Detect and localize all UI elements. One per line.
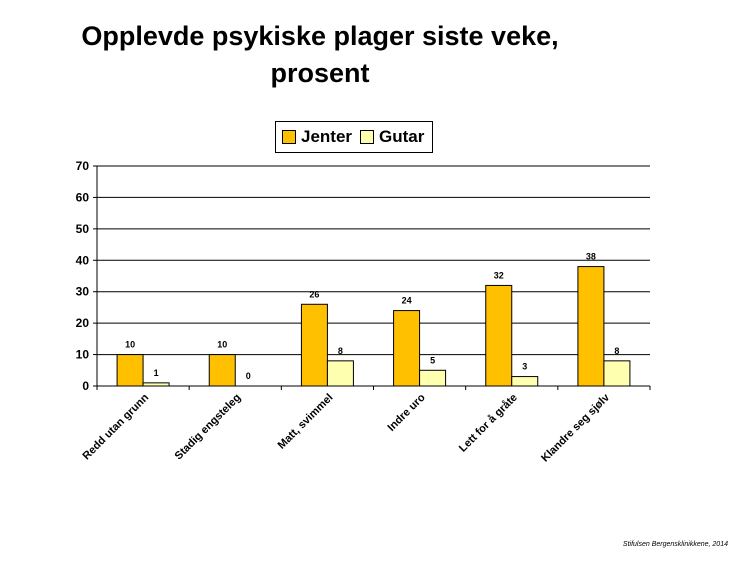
bar-gutar (419, 369, 447, 387)
y-tick-label: 70 (76, 159, 90, 173)
data-label: 0 (246, 371, 251, 381)
y-tick-label: 20 (76, 316, 90, 330)
bar-gutar (142, 382, 170, 387)
bar-gutar (511, 376, 539, 387)
source-credit: Stifulsen Bergensklinikkene, 2014 (622, 541, 728, 548)
y-tick-label: 30 (76, 285, 90, 299)
legend: Jenter Gutar (275, 121, 434, 153)
data-label: 10 (217, 340, 227, 350)
data-label: 32 (494, 270, 504, 280)
category-label: Lett for å gråte (457, 392, 520, 455)
data-label: 8 (614, 346, 619, 356)
legend-item-gutar: Gutar (360, 127, 424, 147)
bar-jenter (300, 303, 328, 387)
y-tick-label: 40 (76, 253, 90, 267)
bar-jenter (485, 284, 513, 387)
data-label: 5 (430, 355, 435, 365)
bar-jenter (393, 310, 421, 387)
data-label: 1 (154, 368, 159, 378)
y-tick-label: 50 (76, 222, 90, 236)
category-label: Klandre seg sjølv (539, 391, 613, 465)
y-tick-label: 10 (76, 348, 90, 362)
category-label: Indre uro (386, 391, 428, 433)
bar-gutar (603, 360, 631, 387)
legend-label-gutar: Gutar (379, 127, 425, 146)
bar-gutar (326, 360, 354, 387)
chart-title: Opplevde psykiske plager siste veke, pro… (0, 18, 640, 92)
data-label: 3 (522, 362, 527, 372)
category-label: Matt, svimmel (276, 392, 336, 452)
title-line-2: prosent (270, 58, 370, 88)
category-label: Redd utan grunn (80, 391, 151, 462)
legend-swatch-jenter (282, 130, 296, 144)
legend-label-jenter: Jenter (301, 127, 353, 146)
data-label: 10 (125, 340, 135, 350)
bar-jenter (116, 354, 144, 387)
legend-swatch-gutar (360, 130, 375, 144)
legend-item-jenter: Jenter (282, 127, 352, 147)
data-label: 24 (402, 296, 412, 306)
bar-jenter (577, 266, 605, 387)
bar-jenter (208, 354, 236, 387)
y-tick-label: 0 (82, 379, 89, 393)
title-line-1: Opplevde psykiske plager siste veke, (81, 21, 559, 51)
category-label: Stadig engsteleg (173, 392, 244, 463)
data-label: 26 (309, 289, 319, 299)
data-label: 8 (338, 346, 343, 356)
y-tick-label: 60 (76, 190, 90, 204)
data-label: 38 (586, 252, 596, 262)
